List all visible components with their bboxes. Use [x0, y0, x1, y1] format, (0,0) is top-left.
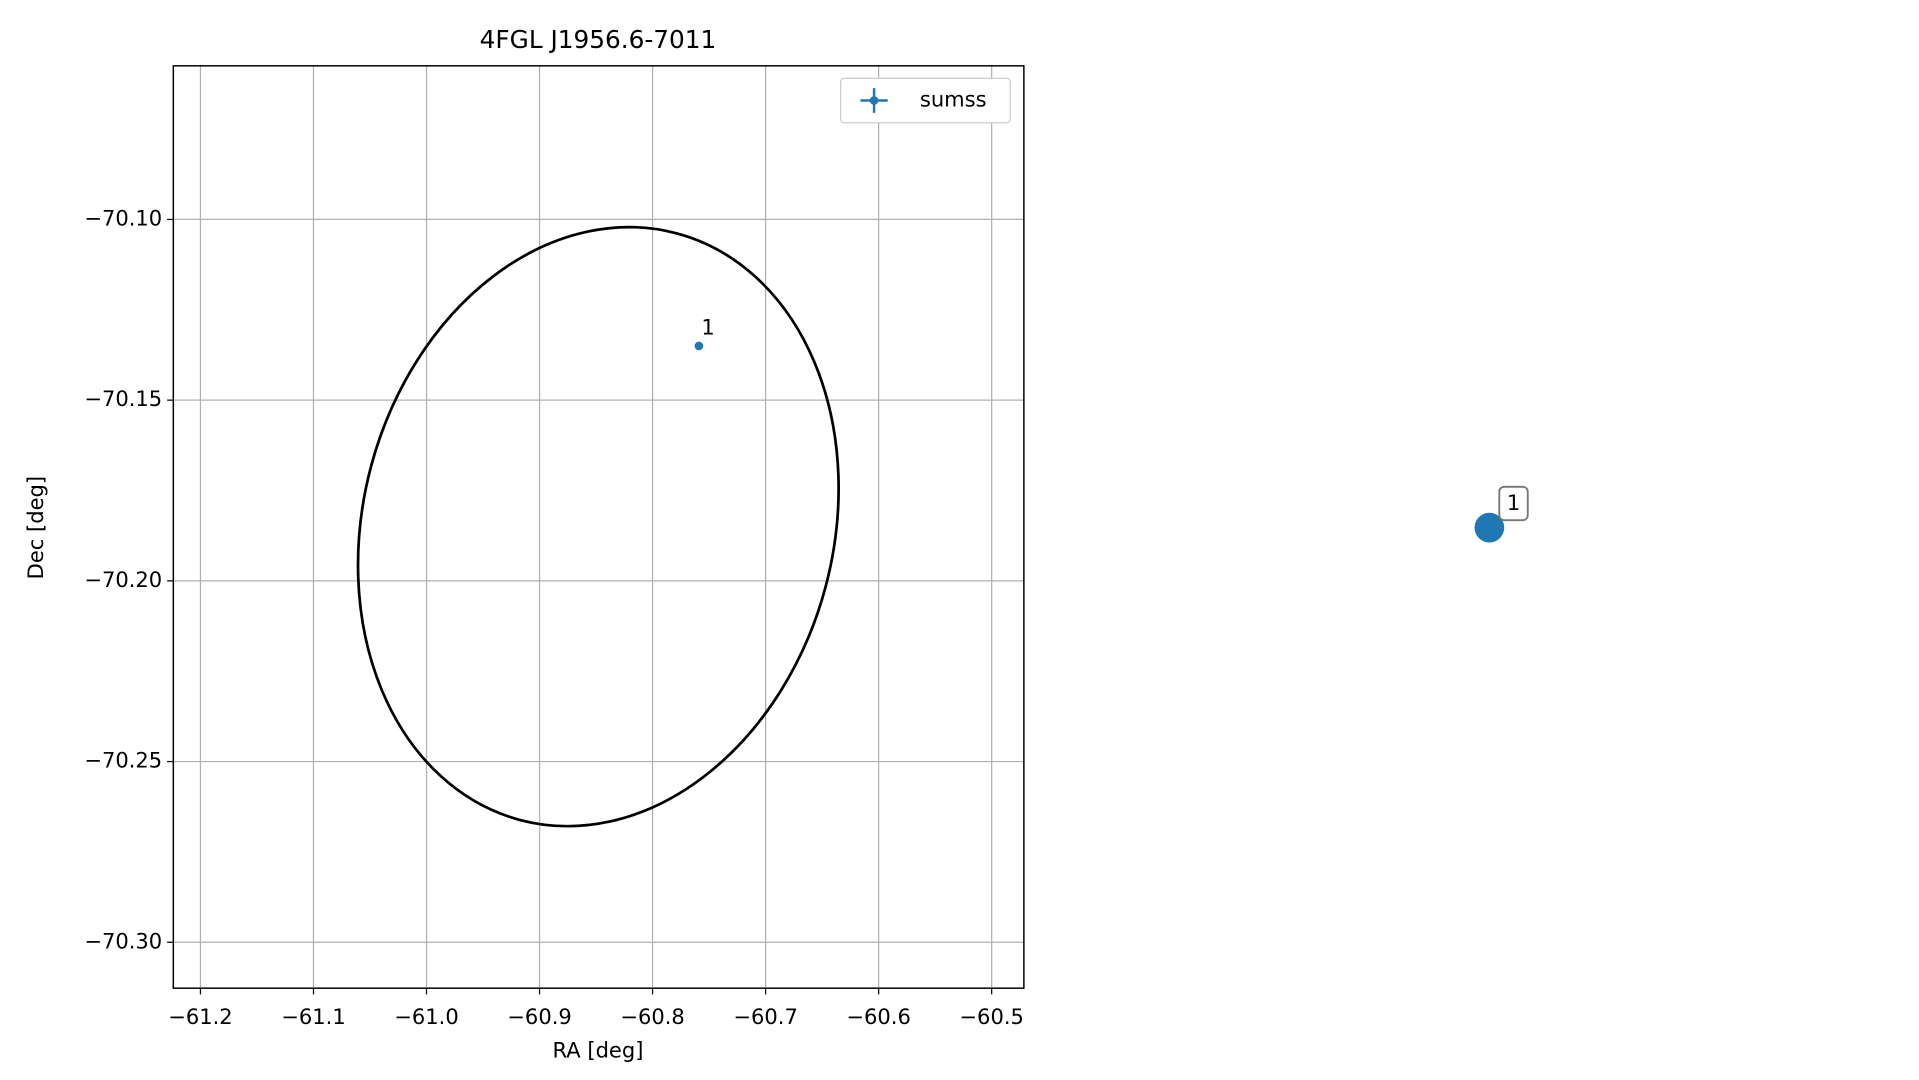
chart-title: 4FGL J1956.6-7011 [480, 25, 717, 54]
y-tick-label: −70.20 [84, 567, 162, 592]
marker-label: 1 [1507, 490, 1520, 515]
y-tick-label: −70.25 [84, 748, 162, 773]
x-tick-label: −60.6 [846, 1004, 910, 1029]
y-tick-label: −70.10 [84, 205, 162, 230]
x-tick-label: −60.9 [507, 1004, 571, 1029]
legend-marker [869, 96, 879, 105]
x-tick-label: −60.8 [620, 1004, 684, 1029]
x-tick-label: −61.2 [168, 1004, 232, 1029]
x-tick-label: −61.0 [394, 1004, 458, 1029]
x-tick-label: −60.7 [733, 1004, 797, 1029]
x-tick-label: −61.1 [281, 1004, 345, 1029]
x-tick-label: −60.5 [959, 1004, 1023, 1029]
error-ellipse [356, 225, 840, 828]
axes-frame [172, 65, 1025, 989]
legend-label: sumss [920, 86, 987, 111]
marker [1474, 512, 1505, 543]
label-box [1498, 485, 1529, 522]
legend-box [840, 77, 1011, 124]
point [694, 341, 704, 351]
y-tick-label: −70.30 [84, 928, 162, 953]
y-tick-label: −70.15 [84, 386, 162, 411]
x-axis-label: RA [deg] [553, 1037, 644, 1062]
y-axis-label: Dec [deg] [23, 476, 48, 579]
point-label: 1 [701, 315, 714, 340]
